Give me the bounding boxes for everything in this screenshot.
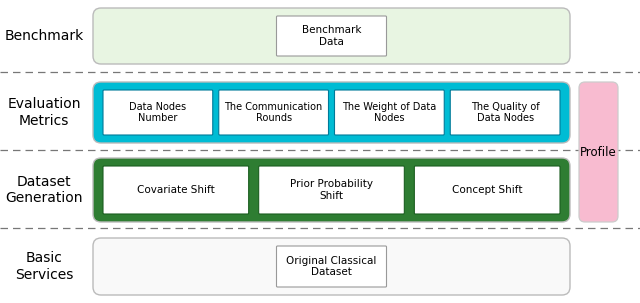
FancyBboxPatch shape: [276, 246, 387, 287]
Text: Dataset
Generation: Dataset Generation: [5, 175, 83, 205]
FancyBboxPatch shape: [451, 90, 560, 135]
Text: Profile: Profile: [580, 145, 617, 158]
FancyBboxPatch shape: [103, 90, 212, 135]
Text: Benchmark
Data: Benchmark Data: [301, 25, 361, 47]
FancyBboxPatch shape: [219, 90, 328, 135]
FancyBboxPatch shape: [93, 238, 570, 295]
FancyBboxPatch shape: [93, 158, 570, 222]
FancyBboxPatch shape: [103, 166, 249, 214]
Text: The Weight of Data
Nodes: The Weight of Data Nodes: [342, 102, 436, 123]
FancyBboxPatch shape: [93, 8, 570, 64]
FancyBboxPatch shape: [579, 82, 618, 222]
FancyBboxPatch shape: [335, 90, 444, 135]
Text: Benchmark: Benchmark: [4, 29, 84, 43]
Text: Basic
Services: Basic Services: [15, 251, 73, 281]
Text: Covariate Shift: Covariate Shift: [137, 185, 214, 195]
Text: Data Nodes
Number: Data Nodes Number: [129, 102, 186, 123]
Text: The Communication
Rounds: The Communication Rounds: [225, 102, 323, 123]
Text: Prior Probability
Shift: Prior Probability Shift: [290, 179, 373, 201]
FancyBboxPatch shape: [93, 82, 570, 143]
FancyBboxPatch shape: [414, 166, 560, 214]
FancyBboxPatch shape: [259, 166, 404, 214]
Text: Original Classical
Dataset: Original Classical Dataset: [286, 256, 377, 277]
Text: Evaluation
Metrics: Evaluation Metrics: [7, 97, 81, 128]
Text: Concept Shift: Concept Shift: [452, 185, 522, 195]
Text: The Quality of
Data Nodes: The Quality of Data Nodes: [471, 102, 540, 123]
FancyBboxPatch shape: [276, 16, 387, 56]
